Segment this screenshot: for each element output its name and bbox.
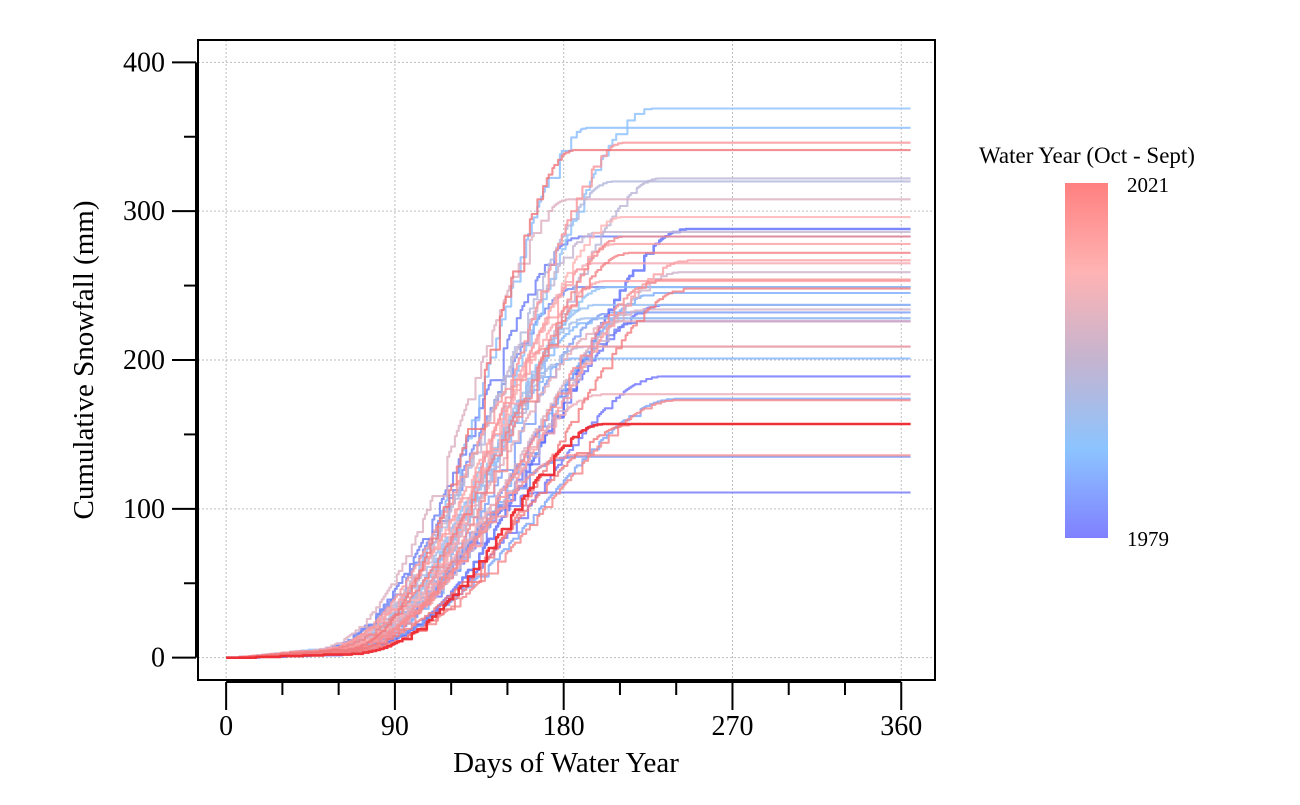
series-line-1987 [226,227,911,659]
series-line-2003 [226,198,911,659]
series-line-2019 [226,422,911,659]
series-line-2021 [226,422,911,659]
y-tick-label: 200 [123,345,165,376]
x-axis-title: Days of Water Year [453,747,679,779]
x-tick-label: 360 [880,711,922,742]
plot-frame [197,39,936,681]
series-line-2011 [226,345,911,659]
x-axis: 0 90 180 270 360 [219,681,922,742]
series-line-2020 [226,149,911,659]
legend-colorbar [1065,183,1108,538]
y-tick-label: 0 [151,643,165,674]
legend-max-label: 2021 [1127,173,1169,197]
y-axis: 0 100 200 300 400 [123,47,197,674]
x-tick-label: 0 [219,711,233,742]
series-line-2012 [226,141,911,659]
x-tick-label: 180 [543,711,585,742]
x-tick-label: 270 [711,711,753,742]
legend-title: Water Year (Oct - Sept) [979,143,1195,168]
series-line-2015 [226,235,911,659]
series-lines [226,107,911,659]
series-line-2017 [226,251,911,659]
y-tick-label: 100 [123,494,165,525]
y-axis-title: Cumulative Snowfall (mm) [68,201,100,520]
legend-min-label: 1979 [1127,527,1169,551]
colorbar-legend: Water Year (Oct - Sept) 2021 1979 [979,143,1195,551]
series-line-2014 [226,278,911,659]
y-tick-label: 400 [123,47,165,78]
y-tick-label: 300 [123,196,165,227]
x-tick-label: 90 [381,711,409,742]
